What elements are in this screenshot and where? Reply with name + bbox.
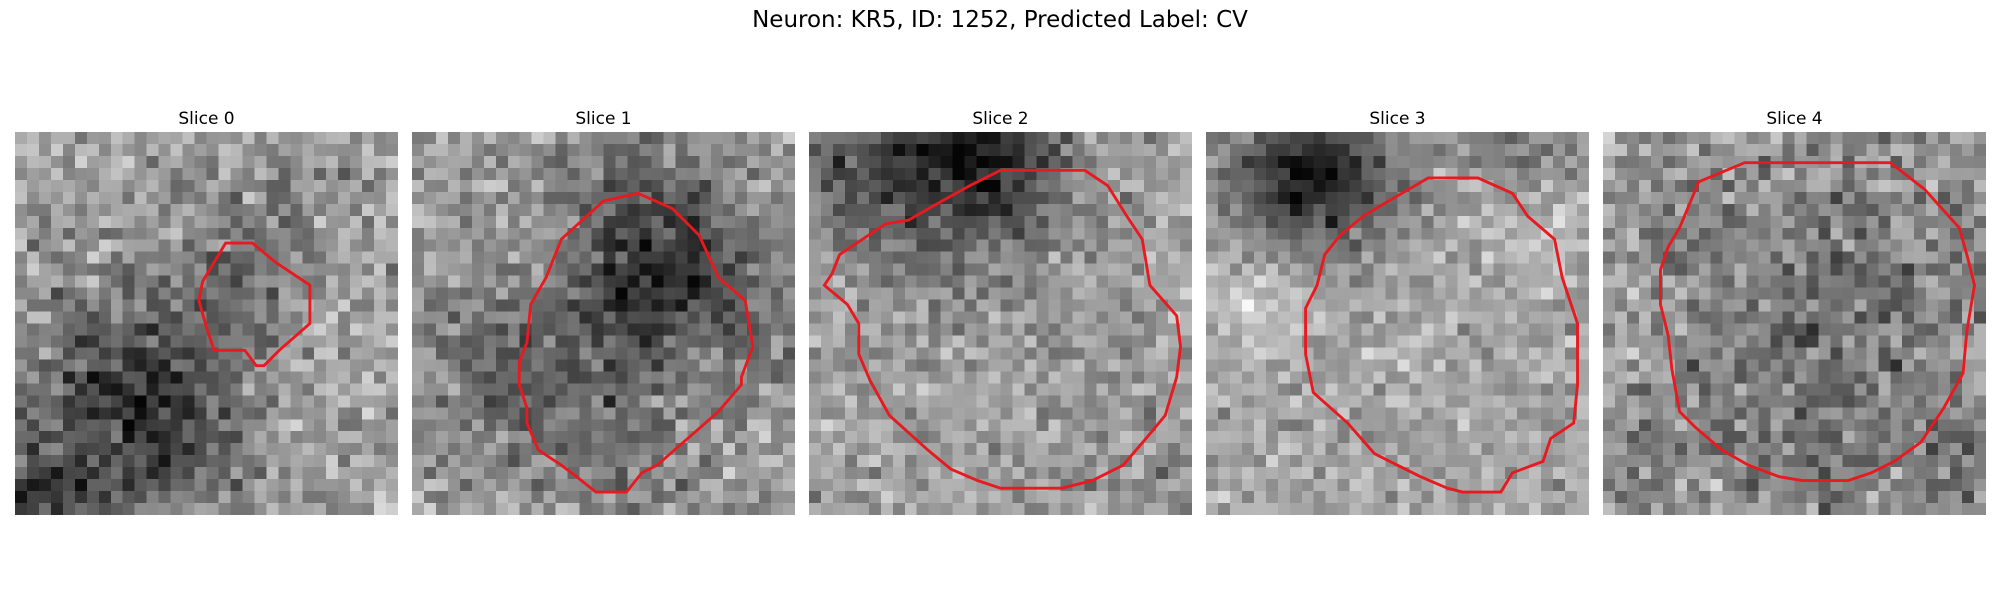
roi-contour-0: [197, 241, 312, 368]
slice-title-1: Slice 1: [575, 109, 632, 129]
figure-title: Neuron: KR5, ID: 1252, Predicted Label: …: [752, 7, 1248, 33]
slice-image-1: [412, 132, 795, 515]
slice-image-4: [1603, 132, 1986, 515]
slice-panel-3: Slice 3: [1206, 108, 1589, 515]
slice-panel-1: Slice 1: [412, 108, 795, 515]
slice-image-2: [809, 132, 1192, 515]
slice-title-0: Slice 0: [178, 109, 235, 129]
slice-title-3: Slice 3: [1369, 109, 1426, 129]
roi-contour-1: [517, 191, 755, 494]
slice-image-3: [1206, 132, 1589, 515]
roi-contour-2: [822, 168, 1182, 490]
slice-panel-0: Slice 0: [15, 108, 398, 515]
slice-title-4: Slice 4: [1766, 109, 1823, 129]
roi-contour-3: [1304, 176, 1579, 494]
roi-contour-4: [1659, 161, 1976, 482]
slice-image-0: [15, 132, 398, 515]
slice-title-2: Slice 2: [972, 109, 1029, 129]
slice-panel-4: Slice 4: [1603, 108, 1986, 515]
slice-panel-2: Slice 2: [809, 108, 1192, 515]
